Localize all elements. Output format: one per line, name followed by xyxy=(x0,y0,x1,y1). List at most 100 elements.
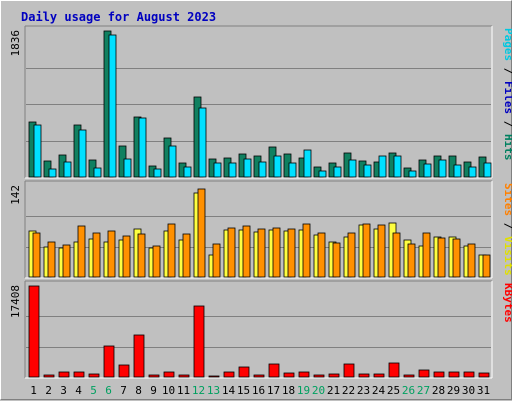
kbytes-bar-kbytes-day-21 xyxy=(328,373,340,378)
visits-sites-bar-sites-day-27 xyxy=(422,232,431,278)
x-tick-label-day-3: 3 xyxy=(60,384,67,397)
visits-sites-legend-part-0: Sites xyxy=(502,183,512,216)
hits-files-pages-legend-part-2: Files xyxy=(502,81,512,114)
kbytes-bar-kbytes-day-12 xyxy=(193,305,205,378)
kbytes-bar-kbytes-day-17 xyxy=(268,363,280,378)
hits-files-pages-bar-pages-day-13 xyxy=(213,162,222,178)
kbytes-bar-kbytes-day-5 xyxy=(88,373,100,378)
kbytes-bar-kbytes-day-20 xyxy=(313,374,325,378)
visits-sites-bar-sites-day-31 xyxy=(482,254,491,278)
hits-files-pages-bar-pages-day-21 xyxy=(333,166,342,178)
kbytes-bar-kbytes-day-13 xyxy=(208,375,220,378)
visits-sites-bar-sites-day-8 xyxy=(137,233,146,278)
visits-sites-ymax-label: 142 xyxy=(9,185,22,205)
panel-hits-files-pages: 1836 Pages / Files / Hits xyxy=(9,25,512,179)
kbytes-bar-kbytes-day-27 xyxy=(418,369,430,378)
x-tick-label-day-31: 31 xyxy=(477,384,490,397)
kbytes-bar-kbytes-day-29 xyxy=(448,371,460,378)
visits-sites-bar-sites-day-26 xyxy=(407,243,416,278)
kbytes-bar-kbytes-day-14 xyxy=(223,371,235,378)
hits-files-pages-bar-pages-day-26 xyxy=(408,170,417,178)
visits-sites-bar-sites-day-17 xyxy=(272,227,281,278)
hits-files-pages-bar-pages-day-27 xyxy=(423,163,432,178)
visits-sites-bar-sites-day-15 xyxy=(242,225,251,278)
panel-visits-sites: 142 Sites / Visits xyxy=(9,180,512,279)
x-tick-label-day-17: 17 xyxy=(267,384,280,397)
hits-files-pages-bar-pages-day-7 xyxy=(123,158,132,178)
x-tick-label-day-11: 11 xyxy=(177,384,190,397)
kbytes-bar-kbytes-day-18 xyxy=(283,372,295,378)
hits-files-pages-bar-pages-day-8 xyxy=(138,117,147,178)
visits-sites-bar-sites-day-24 xyxy=(377,224,386,278)
x-tick-label-day-16: 16 xyxy=(252,384,265,397)
x-tick-label-day-6: 6 xyxy=(105,384,112,397)
kbytes-bar-kbytes-day-24 xyxy=(373,373,385,378)
hits-files-pages-bar-pages-day-18 xyxy=(288,162,297,178)
visits-sites-bar-sites-day-9 xyxy=(152,245,161,278)
visits-sites-bar-sites-day-30 xyxy=(467,243,476,278)
visits-sites-legend-label: Sites / Visits xyxy=(502,183,512,276)
visits-sites-bar-sites-day-19 xyxy=(302,223,311,278)
x-tick-label-day-4: 4 xyxy=(75,384,82,397)
x-tick-label-day-19: 19 xyxy=(297,384,310,397)
x-tick-label-day-10: 10 xyxy=(162,384,175,397)
visits-sites-bar-sites-day-29 xyxy=(452,238,461,278)
hits-files-pages-bar-pages-day-3 xyxy=(63,161,72,178)
hits-files-pages-bar-pages-day-6 xyxy=(108,34,117,178)
hits-files-pages-legend-part-1: / xyxy=(502,61,512,81)
visits-sites-bar-sites-day-2 xyxy=(47,241,56,278)
hits-files-pages-bar-pages-day-28 xyxy=(438,159,447,178)
visits-sites-bar-sites-day-16 xyxy=(257,228,266,278)
kbytes-bar-kbytes-day-11 xyxy=(178,374,190,378)
visits-sites-bar-sites-day-7 xyxy=(122,235,131,278)
kbytes-bar-kbytes-day-9 xyxy=(148,374,160,378)
hits-files-pages-bar-pages-day-1 xyxy=(33,124,42,178)
x-tick-label-day-15: 15 xyxy=(237,384,250,397)
x-tick-label-day-5: 5 xyxy=(90,384,97,397)
visits-sites-legend-part-2: Visits xyxy=(502,236,512,276)
x-tick-label-day-27: 27 xyxy=(417,384,430,397)
kbytes-bar-kbytes-day-10 xyxy=(163,371,175,378)
kbytes-bar-kbytes-day-6 xyxy=(103,345,115,378)
kbytes-legend-label: KBytes xyxy=(502,283,512,323)
x-tick-label-day-29: 29 xyxy=(447,384,460,397)
hits-files-pages-bar-pages-day-2 xyxy=(48,168,57,178)
x-tick-label-day-7: 7 xyxy=(120,384,127,397)
kbytes-bar-kbytes-day-30 xyxy=(463,371,475,378)
x-tick-label-day-18: 18 xyxy=(282,384,295,397)
hits-files-pages-bar-pages-day-17 xyxy=(273,155,282,178)
visits-sites-bar-sites-day-21 xyxy=(332,242,341,278)
visits-sites-bar-sites-day-22 xyxy=(347,232,356,278)
kbytes-ymax-label: 17408 xyxy=(9,285,22,318)
visits-sites-bar-sites-day-20 xyxy=(317,232,326,278)
hits-files-pages-bar-pages-day-5 xyxy=(93,167,102,178)
x-tick-label-day-1: 1 xyxy=(30,384,37,397)
hits-files-pages-bar-pages-day-24 xyxy=(378,155,387,178)
visits-sites-bar-sites-day-11 xyxy=(182,233,191,278)
hits-files-pages-bar-pages-day-10 xyxy=(168,145,177,178)
visits-sites-bar-sites-day-10 xyxy=(167,223,176,278)
kbytes-bar-kbytes-day-28 xyxy=(433,371,445,378)
x-tick-label-day-14: 14 xyxy=(222,384,236,397)
hits-files-pages-bar-pages-day-31 xyxy=(483,162,492,178)
hits-files-pages-legend-part-0: Pages xyxy=(502,28,512,61)
kbytes-plot-area xyxy=(25,281,492,378)
x-tick-label-day-8: 8 xyxy=(135,384,142,397)
hits-files-pages-bar-pages-day-23 xyxy=(363,164,372,178)
hits-files-pages-bar-pages-day-16 xyxy=(258,161,267,178)
kbytes-bar-kbytes-day-15 xyxy=(238,366,250,378)
kbytes-bar-kbytes-day-8 xyxy=(133,334,145,378)
kbytes-bar-kbytes-day-19 xyxy=(298,371,310,378)
hits-files-pages-bar-pages-day-9 xyxy=(153,168,162,178)
hits-files-pages-bar-pages-day-30 xyxy=(468,166,477,178)
x-tick-label-day-28: 28 xyxy=(432,384,445,397)
kbytes-bar-kbytes-day-3 xyxy=(58,371,70,378)
hits-files-pages-bar-pages-day-19 xyxy=(303,149,312,178)
hits-files-pages-bar-pages-day-15 xyxy=(243,158,252,178)
hits-files-pages-bar-pages-day-4 xyxy=(78,129,87,178)
hits-files-pages-legend-part-3: / xyxy=(502,114,512,134)
visits-sites-bar-sites-day-4 xyxy=(77,225,86,278)
hits-files-pages-bar-pages-day-29 xyxy=(453,164,462,178)
x-tick-label-day-22: 22 xyxy=(342,384,355,397)
